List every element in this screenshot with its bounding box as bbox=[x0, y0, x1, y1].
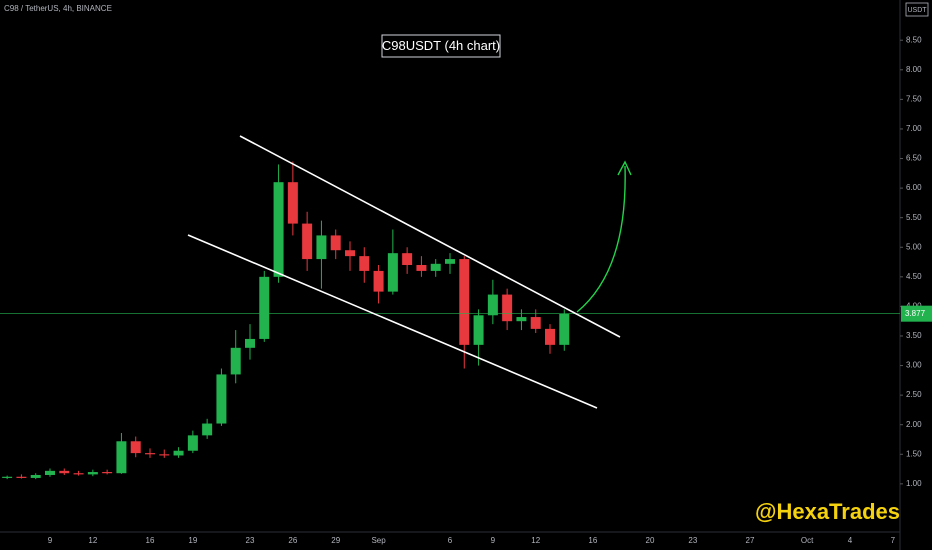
y-tick-label: 3.50 bbox=[906, 331, 922, 340]
y-tick-label: 6.50 bbox=[906, 154, 922, 163]
candle-body bbox=[145, 453, 155, 455]
candle-body bbox=[287, 182, 298, 224]
x-tick-label: 27 bbox=[746, 536, 755, 545]
y-tick-label: 3.00 bbox=[906, 361, 922, 370]
candle-body bbox=[516, 317, 527, 322]
y-tick-label: 7.00 bbox=[906, 124, 922, 133]
candle-body bbox=[402, 253, 413, 265]
x-tick-label: 23 bbox=[246, 536, 255, 545]
candle-body bbox=[359, 256, 370, 271]
candle-body bbox=[59, 470, 70, 474]
y-tick-label: 1.50 bbox=[906, 449, 922, 458]
candle-body bbox=[16, 476, 27, 478]
candle-body bbox=[487, 294, 498, 316]
candle-body bbox=[473, 315, 484, 345]
candle-body bbox=[2, 476, 13, 478]
x-tick-label: 16 bbox=[588, 536, 597, 545]
candle-body bbox=[345, 250, 355, 257]
candle-body bbox=[45, 470, 55, 475]
candle-body bbox=[316, 235, 327, 260]
candle-body bbox=[130, 441, 141, 454]
candle-body bbox=[373, 270, 384, 292]
y-tick-label: 6.00 bbox=[906, 183, 922, 192]
y-tick-label: 4.50 bbox=[906, 272, 922, 281]
y-tick-label: 1.00 bbox=[906, 479, 922, 488]
candle-body bbox=[302, 223, 313, 260]
channel-upper bbox=[239, 135, 621, 338]
watermark: @HexaTrades bbox=[755, 499, 900, 524]
candle-body bbox=[445, 259, 455, 264]
candle-body bbox=[387, 253, 398, 292]
x-tick-label: 19 bbox=[188, 536, 197, 545]
candle-body bbox=[245, 338, 255, 348]
breakout-arrow bbox=[576, 165, 626, 313]
x-tick-label: 23 bbox=[688, 536, 697, 545]
currency-label: USDT bbox=[907, 7, 927, 14]
candle-body bbox=[530, 317, 541, 329]
candle-body bbox=[502, 294, 513, 322]
candle-body bbox=[545, 328, 555, 345]
x-tick-label: 29 bbox=[331, 536, 340, 545]
title-box bbox=[381, 34, 501, 58]
x-tick-label: 9 bbox=[48, 536, 53, 545]
candle-body bbox=[459, 259, 470, 345]
currency-box bbox=[905, 2, 929, 17]
candle-body bbox=[216, 374, 227, 424]
symbol-label: C98 / TetherUS, 4h, BINANCE bbox=[4, 4, 112, 13]
x-tick-label: 16 bbox=[146, 536, 155, 545]
x-tick-label: 20 bbox=[646, 536, 655, 545]
candle-body bbox=[159, 454, 170, 456]
candle-body bbox=[116, 441, 127, 474]
x-tick-label: 6 bbox=[448, 536, 453, 545]
candle-body bbox=[230, 347, 241, 375]
last-price-box bbox=[901, 305, 932, 322]
candle-body bbox=[330, 235, 341, 251]
chart-title: C98USDT (4h chart) bbox=[382, 38, 500, 53]
y-tick-label: 2.00 bbox=[906, 420, 922, 429]
candle-body bbox=[102, 472, 113, 474]
candle-body bbox=[273, 182, 284, 277]
y-tick-label: 2.50 bbox=[906, 390, 922, 399]
candle-body bbox=[187, 435, 198, 451]
x-tick-label: Sep bbox=[371, 536, 386, 545]
x-tick-label: 12 bbox=[531, 536, 540, 545]
x-tick-label: 9 bbox=[491, 536, 496, 545]
y-tick-label: 7.50 bbox=[906, 94, 922, 103]
arrow-head bbox=[617, 160, 632, 176]
candle-body bbox=[430, 263, 441, 271]
y-tick-label: 5.00 bbox=[906, 242, 922, 251]
candle-body bbox=[416, 265, 427, 271]
y-tick-label: 5.50 bbox=[906, 213, 922, 222]
y-tick-label: 8.00 bbox=[906, 65, 922, 74]
channel-lower bbox=[187, 234, 598, 409]
x-tick-label: 4 bbox=[848, 536, 853, 545]
candle-body bbox=[87, 472, 98, 475]
candle-body bbox=[259, 276, 270, 339]
candle-body bbox=[559, 313, 570, 345]
x-tick-label: Oct bbox=[801, 536, 814, 545]
x-tick-label: 26 bbox=[288, 536, 297, 545]
x-tick-label: 12 bbox=[88, 536, 97, 545]
candle-body bbox=[173, 450, 184, 456]
candle-body bbox=[30, 474, 41, 478]
candle-body bbox=[73, 473, 84, 475]
y-tick-label: 8.50 bbox=[906, 35, 922, 44]
x-tick-label: 7 bbox=[891, 536, 896, 545]
last-price-label: 3.877 bbox=[905, 309, 926, 318]
candle-body bbox=[202, 423, 213, 436]
